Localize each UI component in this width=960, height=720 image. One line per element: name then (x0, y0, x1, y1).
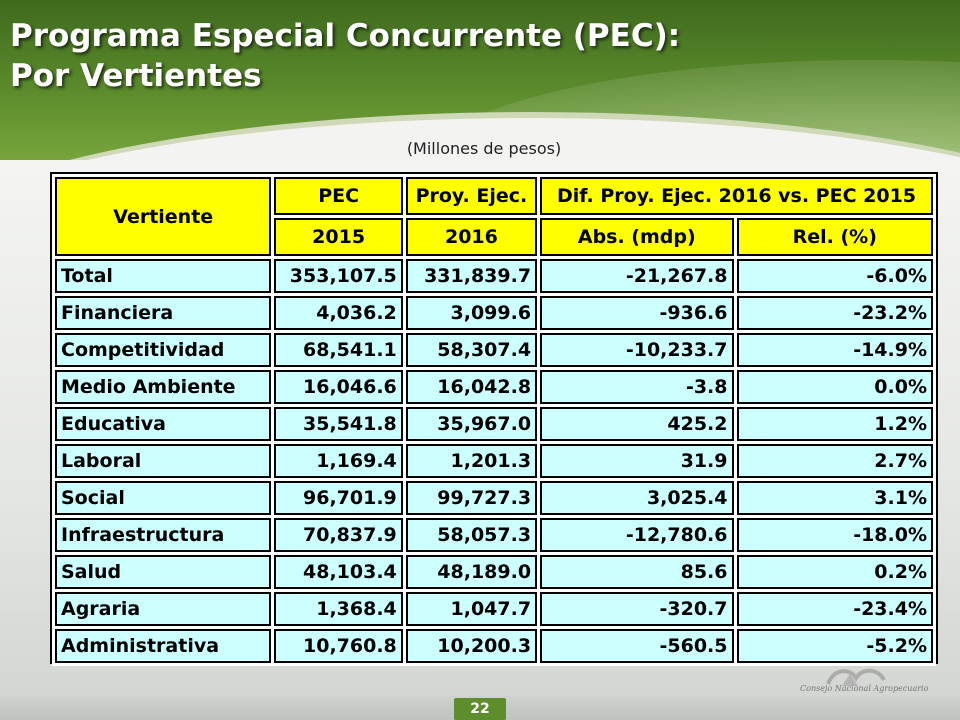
cell-pec-2015: 16,046.6 (274, 370, 403, 404)
cell-abs: 31.9 (540, 444, 734, 478)
cell-vertiente: Infraestructura (55, 518, 272, 552)
cell-vertiente: Agraria (55, 592, 272, 626)
cell-abs: 85.6 (540, 555, 734, 589)
cell-proy-2016: 99,727.3 (405, 481, 538, 515)
cell-rel: 3.1% (736, 481, 933, 515)
cell-proy-2016: 35,967.0 (405, 407, 538, 441)
cell-proy-2016: 1,047.7 (405, 592, 538, 626)
cell-proy-2016: 3,099.6 (405, 296, 538, 330)
header-abs: Abs. (mdp) (540, 218, 734, 256)
cell-pec-2015: 48,103.4 (274, 555, 403, 589)
header-pec: PEC (274, 177, 403, 215)
cell-pec-2015: 35,541.8 (274, 407, 403, 441)
cell-vertiente: Total (55, 259, 272, 293)
header-pec-year: 2015 (274, 218, 403, 256)
header-proy: Proy. Ejec. (405, 177, 538, 215)
cell-abs: -21,267.8 (540, 259, 734, 293)
cell-proy-2016: 16,042.8 (405, 370, 538, 404)
cell-rel: -14.9% (736, 333, 933, 367)
cell-proy-2016: 331,839.7 (405, 259, 538, 293)
cell-abs: -10,233.7 (540, 333, 734, 367)
cell-vertiente: Social (55, 481, 272, 515)
cell-proy-2016: 48,189.0 (405, 555, 538, 589)
cell-pec-2015: 1,169.4 (274, 444, 403, 478)
cell-abs: 425.2 (540, 407, 734, 441)
table-header-row: Vertiente PEC Proy. Ejec. Dif. Proy. Eje… (55, 177, 933, 256)
page-number: 22 (454, 698, 506, 720)
header-vertiente: Vertiente (55, 177, 272, 256)
consejo-logo-mark (826, 668, 886, 686)
cell-vertiente: Administrativa (55, 629, 272, 663)
cell-proy-2016: 1,201.3 (405, 444, 538, 478)
header-proy-year: 2016 (405, 218, 538, 256)
pec-table: Vertiente PEC Proy. Ejec. Dif. Proy. Eje… (52, 174, 936, 666)
cell-pec-2015: 68,541.1 (274, 333, 403, 367)
table-row: Educativa 35,541.8 35,967.0 425.2 1.2% (55, 407, 933, 441)
cell-vertiente: Laboral (55, 444, 272, 478)
units-subtitle: (Millones de pesos) (406, 139, 562, 158)
cell-pec-2015: 4,036.2 (274, 296, 403, 330)
cell-rel: -5.2% (736, 629, 933, 663)
cell-proy-2016: 58,307.4 (405, 333, 538, 367)
cell-vertiente: Competitividad (55, 333, 272, 367)
cell-rel: 2.7% (736, 444, 933, 478)
cell-abs: -560.5 (540, 629, 734, 663)
table-row: Agraria 1,368.4 1,047.7 -320.7 -23.4% (55, 592, 933, 626)
slide-title-line2: Por Vertientes (10, 58, 262, 94)
header-rel: Rel. (%) (736, 218, 933, 256)
cell-rel: -23.2% (736, 296, 933, 330)
cell-vertiente: Educativa (55, 407, 272, 441)
cell-abs: -320.7 (540, 592, 734, 626)
pec-table-frame: Vertiente PEC Proy. Ejec. Dif. Proy. Eje… (50, 172, 938, 666)
cell-pec-2015: 96,701.9 (274, 481, 403, 515)
cell-pec-2015: 1,368.4 (274, 592, 403, 626)
cell-pec-2015: 353,107.5 (274, 259, 403, 293)
slide-title-line1: Programa Especial Concurrente (PEC): (10, 18, 681, 54)
header-dif: Dif. Proy. Ejec. 2016 vs. PEC 2015 (540, 177, 933, 215)
cell-rel: 0.2% (736, 555, 933, 589)
cell-rel: 0.0% (736, 370, 933, 404)
cell-proy-2016: 58,057.3 (405, 518, 538, 552)
table-row: Financiera 4,036.2 3,099.6 -936.6 -23.2% (55, 296, 933, 330)
cell-rel: -23.4% (736, 592, 933, 626)
table-row: Social 96,701.9 99,727.3 3,025.4 3.1% (55, 481, 933, 515)
cell-vertiente: Medio Ambiente (55, 370, 272, 404)
table-row: Total 353,107.5 331,839.7 -21,267.8 -6.0% (55, 259, 933, 293)
table-row: Medio Ambiente 16,046.6 16,042.8 -3.8 0.0% (55, 370, 933, 404)
table-row: Administrativa 10,760.8 10,200.3 -560.5 -5.2… (55, 629, 933, 663)
cell-abs: 3,025.4 (540, 481, 734, 515)
table-row: Infraestructura 70,837.9 58,057.3 -12,780.6… (55, 518, 933, 552)
slide-header-band (0, 0, 960, 160)
logo-caption: Consejo Nacional Agropecuario (800, 684, 929, 693)
cell-abs: -3.8 (540, 370, 734, 404)
cell-vertiente: Financiera (55, 296, 272, 330)
table-row: Competitividad 68,541.1 58,307.4 -10,233.7-… (55, 333, 933, 367)
table-row: Laboral 1,169.4 1,201.3 31.9 2.7% (55, 444, 933, 478)
cell-rel: -6.0% (736, 259, 933, 293)
cell-rel: 1.2% (736, 407, 933, 441)
slide-title: Programa Especial Concurrente (PEC): Por… (10, 16, 680, 96)
cell-abs: -12,780.6 (540, 518, 734, 552)
cell-pec-2015: 10,760.8 (274, 629, 403, 663)
cell-abs: -936.6 (540, 296, 734, 330)
cell-proy-2016: 10,200.3 (405, 629, 538, 663)
table-row: Salud 48,103.4 48,189.0 85.6 0.2% (55, 555, 933, 589)
cell-vertiente: Salud (55, 555, 272, 589)
cell-rel: -18.0% (736, 518, 933, 552)
table-subheader-row: 2015 2016 Abs. (mdp) Rel. (%) (55, 218, 933, 256)
cell-pec-2015: 70,837.9 (274, 518, 403, 552)
